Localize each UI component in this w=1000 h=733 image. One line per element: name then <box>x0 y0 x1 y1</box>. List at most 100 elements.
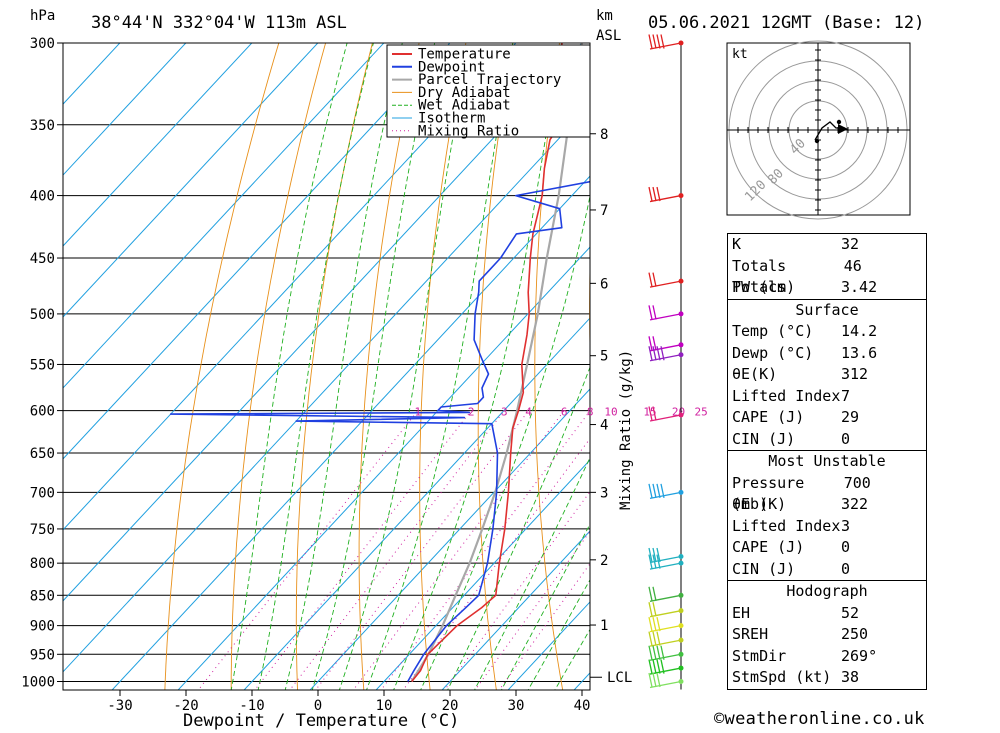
sounding-curves <box>169 43 590 683</box>
wind-feather <box>648 346 653 361</box>
wind-barb-605 <box>648 406 684 422</box>
indices-box: K 32 Totals Totals 46 PW (cm) 3.42 <box>727 233 927 300</box>
p-tick-label-950: 950 <box>30 647 55 663</box>
wind-feather <box>648 406 653 421</box>
wind-feather <box>660 346 665 361</box>
legend-label-6: Mixing Ratio <box>418 123 519 139</box>
isotherm--30 <box>111 175 590 690</box>
x-axis-label: Dewpoint / Temperature (°C) <box>183 711 459 731</box>
mu-li-value: 3 <box>841 516 851 535</box>
stmdir-row: StmDir 269° <box>728 646 926 668</box>
mu-pressure-label: Pressure (mb) <box>732 473 805 514</box>
wind-feather <box>648 631 653 646</box>
x-tick-label--20: -20 <box>173 698 198 714</box>
mixing-ratio-label: 2 <box>468 406 475 419</box>
wind-feather <box>652 186 657 202</box>
wind-feather <box>656 186 661 202</box>
surface-cin-row: CIN (J) 0 <box>728 429 926 451</box>
wind-feather <box>652 547 657 563</box>
isotherm--10 <box>243 317 590 690</box>
wind-shaft <box>649 280 682 288</box>
isotherm--90 <box>63 43 319 318</box>
mixing-ratio-label: 4 <box>525 406 532 419</box>
km-tick-label-7: 7 <box>600 203 608 219</box>
wind-barb-470 <box>648 272 684 288</box>
x-tick-label--10: -10 <box>239 698 264 714</box>
hodo-point <box>814 138 820 144</box>
wind-shaft <box>649 653 682 661</box>
wind-barb-800 <box>648 554 684 570</box>
wind-feather <box>648 602 653 617</box>
credit-link[interactable]: ©weatheronline.co.uk <box>714 709 925 729</box>
legend-label-3: Dry Adiabat <box>418 85 511 101</box>
wet-adiabat <box>474 456 590 690</box>
plot-frame <box>62 42 591 691</box>
pw-value: 3.42 <box>841 278 878 296</box>
stmspd-value: 38 <box>841 668 860 686</box>
wind-barb-875 <box>648 602 684 618</box>
isotherm-20 <box>441 530 590 690</box>
surface-cape-row: CAPE (J) 29 <box>728 407 926 429</box>
wind-feather <box>652 34 657 49</box>
p-tick-label-400: 400 <box>30 189 55 205</box>
mixing-ratio-line <box>380 410 590 690</box>
wind-feather <box>660 483 665 498</box>
p-tick-label-600: 600 <box>30 404 55 420</box>
stmspd-label: StmSpd (kt) <box>732 668 832 686</box>
wind-shaft <box>649 667 682 675</box>
eh-label: EH <box>732 603 751 622</box>
wet-adiabat <box>366 43 514 690</box>
x-tick-label-10: 10 <box>376 698 393 714</box>
wind-feather <box>648 659 653 674</box>
surface-title: Surface <box>795 300 859 319</box>
legend-label-5: Isotherm <box>418 111 485 127</box>
mu-pressure-value: 700 <box>843 473 871 492</box>
dry-adiabat <box>931 0 1000 707</box>
wind-barb-1000 <box>648 672 684 689</box>
wind-barb-400 <box>648 186 684 203</box>
wind-feather <box>652 602 657 617</box>
surface-dewp-row: Dewp (°C) 13.6 <box>728 343 926 365</box>
isotherm--150 <box>0 0 12 707</box>
mu-title: Most Unstable <box>768 452 886 470</box>
series-temperature <box>411 43 563 683</box>
wind-barb-950 <box>648 645 684 661</box>
surface-li-label: Lifted Index <box>732 386 841 405</box>
mixing-ratio-label: 3 <box>501 406 508 419</box>
isotherm-0 <box>309 388 590 690</box>
wind-feather <box>652 336 657 351</box>
totals-row: Totals Totals 46 <box>728 256 926 297</box>
mixing-ratio-label: 6 <box>561 406 568 419</box>
datetime-title: 05.06.2021 12GMT (Base: 12) <box>648 13 924 33</box>
wind-shaft <box>649 42 682 50</box>
stmdir-label: StmDir <box>732 646 787 665</box>
series-parcel-trajectory <box>410 43 583 683</box>
p-tick-label-700: 700 <box>30 485 55 501</box>
mu-cape-row: CAPE (J) 0 <box>728 537 926 559</box>
dry-adiabat <box>976 0 1000 707</box>
wind-feather <box>652 305 657 320</box>
p-tick-label-750: 750 <box>30 522 55 538</box>
mu-theta-row: θE (K) 322 <box>728 494 926 516</box>
wind-feather <box>648 547 653 563</box>
wind-feather <box>648 483 653 498</box>
p-tick-label-850: 850 <box>30 588 55 604</box>
wet-adiabat <box>500 523 590 690</box>
wind-shaft <box>649 555 682 564</box>
mu-theta-value: 322 <box>841 495 869 513</box>
wind-feather <box>648 34 653 49</box>
mixing-ratio-line <box>254 410 472 690</box>
x-tick-label-20: 20 <box>442 698 459 714</box>
stmspd-row: StmSpd (kt) 38 <box>728 667 926 689</box>
mu-cin-value: 0 <box>841 559 851 578</box>
wet-adiabat <box>527 578 590 690</box>
wind-feather <box>652 272 657 287</box>
isotherm--100 <box>63 43 253 247</box>
series-dewpoint <box>169 94 590 682</box>
surface-cape-value: 29 <box>841 408 860 426</box>
mixing-ratio-label: 8 <box>587 406 594 419</box>
stmdir-value: 269° <box>841 646 878 665</box>
x-tick-label-0: 0 <box>314 698 322 714</box>
isotherm-10 <box>375 459 590 690</box>
